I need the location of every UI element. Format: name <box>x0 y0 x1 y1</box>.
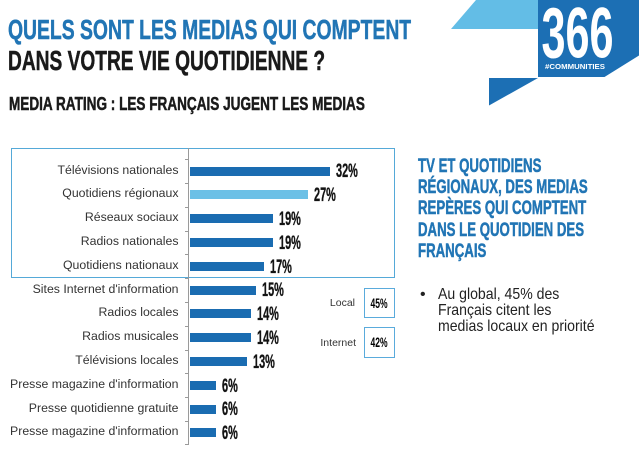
svg-text:#COMMUNITIES: #COMMUNITIES <box>545 64 605 71</box>
svg-text:366: 366 <box>542 0 614 74</box>
